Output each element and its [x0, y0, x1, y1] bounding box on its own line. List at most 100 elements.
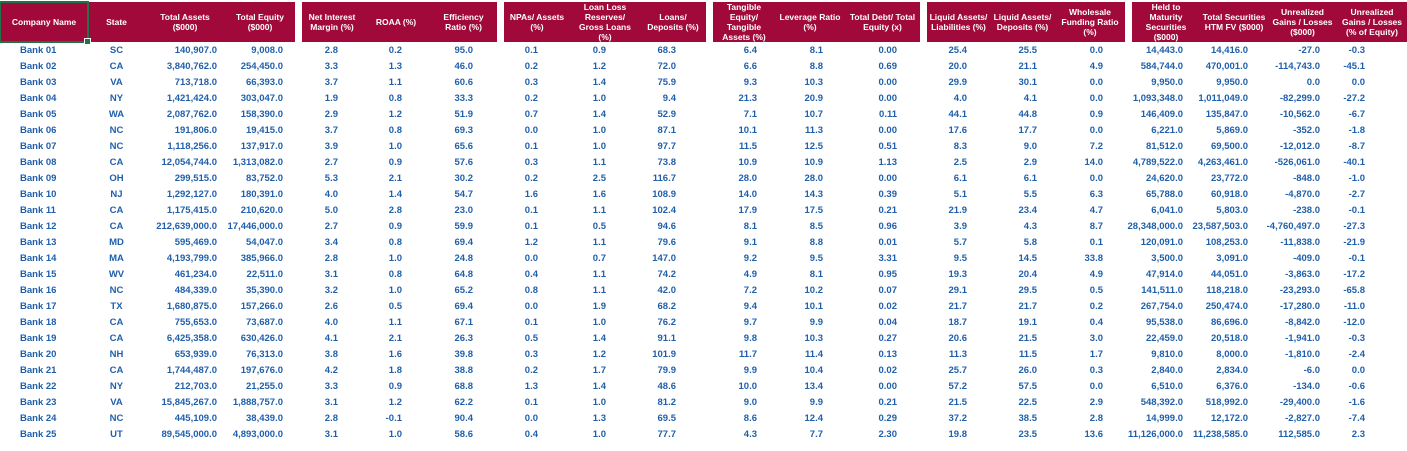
data-cell[interactable]: 108,253.0: [1205, 236, 1248, 248]
data-cell[interactable]: 95,538.0: [1146, 316, 1183, 328]
company-name-cell[interactable]: Bank 10: [20, 188, 57, 200]
data-cell[interactable]: 20.6: [948, 332, 968, 344]
data-cell[interactable]: 197,676.0: [240, 364, 283, 376]
data-cell[interactable]: 0.39: [878, 188, 898, 200]
data-cell[interactable]: SC: [109, 44, 124, 56]
data-cell[interactable]: 2.8: [1089, 412, 1103, 424]
data-cell[interactable]: 1.6: [592, 188, 606, 200]
data-cell[interactable]: 28.0: [804, 172, 824, 184]
company-name-cell[interactable]: Bank 06: [20, 124, 57, 136]
data-cell[interactable]: 0.7: [592, 252, 606, 264]
data-cell[interactable]: 9.5: [953, 252, 967, 264]
data-cell[interactable]: 21.7: [1018, 300, 1038, 312]
data-cell[interactable]: 120,091.0: [1140, 236, 1183, 248]
data-cell[interactable]: 0.5: [524, 332, 538, 344]
data-cell[interactable]: -1,941.0: [1285, 332, 1320, 344]
data-cell[interactable]: 17.5: [804, 204, 824, 216]
data-cell[interactable]: 9.5: [809, 252, 823, 264]
data-cell[interactable]: -848.0: [1293, 172, 1320, 184]
data-cell[interactable]: 595,469.0: [174, 236, 217, 248]
data-cell[interactable]: 445,109.0: [174, 412, 217, 424]
data-cell[interactable]: -12,012.0: [1279, 140, 1320, 152]
data-cell[interactable]: 81,512.0: [1146, 140, 1183, 152]
column-header[interactable]: Tangible Equity/ Tangible Assets (%): [713, 2, 775, 42]
data-cell[interactable]: 1.1: [592, 236, 606, 248]
data-cell[interactable]: OH: [109, 172, 124, 184]
data-cell[interactable]: 10.7: [804, 108, 824, 120]
data-cell[interactable]: 1.0: [388, 252, 402, 264]
column-header[interactable]: Held to Maturity Securities ($000): [1132, 2, 1200, 42]
data-cell[interactable]: 102.4: [652, 204, 676, 216]
column-header[interactable]: Net Interest Margin (%): [302, 2, 362, 42]
data-cell[interactable]: 0.02: [878, 300, 898, 312]
data-cell[interactable]: 0.51: [878, 140, 898, 152]
data-cell[interactable]: 11.5: [739, 140, 757, 152]
data-cell[interactable]: -2.4: [1348, 348, 1365, 360]
data-cell[interactable]: 0.1: [524, 316, 538, 328]
data-cell[interactable]: CA: [109, 156, 124, 168]
data-cell[interactable]: 1.8: [388, 364, 402, 376]
data-cell[interactable]: 0.7: [524, 108, 538, 120]
data-cell[interactable]: -1.6: [1348, 396, 1365, 408]
data-cell[interactable]: 1.13: [878, 156, 898, 168]
data-cell[interactable]: 14,999.0: [1146, 412, 1183, 424]
data-cell[interactable]: 66,393.0: [246, 76, 283, 88]
column-header[interactable]: Leverage Ratio (%): [775, 2, 845, 42]
data-cell[interactable]: 97.7: [657, 140, 677, 152]
data-cell[interactable]: CA: [109, 332, 124, 344]
data-cell[interactable]: 146,409.0: [1140, 108, 1183, 120]
data-cell[interactable]: 11,238,585.0: [1193, 428, 1248, 440]
data-cell[interactable]: CA: [109, 60, 124, 72]
data-cell[interactable]: 8.1: [809, 44, 823, 56]
data-cell[interactable]: 19,415.0: [246, 124, 283, 136]
data-cell[interactable]: 59.9: [454, 220, 474, 232]
data-cell[interactable]: 6,425,358.0: [166, 332, 217, 344]
data-cell[interactable]: WV: [108, 268, 125, 280]
data-cell[interactable]: 0.27: [878, 332, 898, 344]
data-cell[interactable]: 87.1: [657, 124, 677, 136]
data-cell[interactable]: 4,789,522.0: [1132, 156, 1183, 168]
data-cell[interactable]: 0.00: [878, 92, 898, 104]
data-cell[interactable]: 6.3: [1089, 188, 1103, 200]
data-cell[interactable]: -1.0: [1348, 172, 1365, 184]
data-cell[interactable]: 20.0: [948, 60, 968, 72]
data-cell[interactable]: 0.9: [388, 156, 402, 168]
data-cell[interactable]: 140,907.0: [174, 44, 217, 56]
company-name-cell[interactable]: Bank 02: [20, 60, 57, 72]
data-cell[interactable]: 5.0: [324, 204, 338, 216]
data-cell[interactable]: 0.0: [524, 124, 538, 136]
data-cell[interactable]: 2.8: [324, 412, 338, 424]
data-cell[interactable]: 44.1: [948, 108, 968, 120]
data-cell[interactable]: -12.0: [1343, 316, 1365, 328]
data-cell[interactable]: -8,842.0: [1285, 316, 1320, 328]
data-cell[interactable]: 1.1: [592, 268, 606, 280]
data-cell[interactable]: 9.7: [743, 316, 757, 328]
data-cell[interactable]: 23.4: [1018, 204, 1038, 216]
data-cell[interactable]: 2,840.0: [1151, 364, 1183, 376]
data-cell[interactable]: 17.9: [738, 204, 758, 216]
data-cell[interactable]: 11.3: [805, 124, 823, 136]
data-cell[interactable]: 3.0: [1089, 332, 1103, 344]
data-cell[interactable]: 8.1: [809, 268, 823, 280]
company-name-cell[interactable]: Bank 17: [20, 300, 57, 312]
data-cell[interactable]: 39.8: [454, 348, 474, 360]
data-cell[interactable]: 33.8: [1084, 252, 1104, 264]
data-cell[interactable]: 3.7: [324, 124, 338, 136]
data-cell[interactable]: 518,992.0: [1205, 396, 1248, 408]
data-cell[interactable]: 6,221.0: [1151, 124, 1183, 136]
data-cell[interactable]: 0.69: [878, 60, 898, 72]
data-cell[interactable]: 9.8: [743, 332, 757, 344]
data-cell[interactable]: -11,838.0: [1280, 236, 1320, 248]
data-cell[interactable]: 116.7: [652, 172, 676, 184]
data-cell[interactable]: 8.1: [743, 220, 757, 232]
data-cell[interactable]: -29,400.0: [1279, 396, 1320, 408]
data-cell[interactable]: 91.1: [657, 332, 677, 344]
data-cell[interactable]: 9,810.0: [1151, 348, 1183, 360]
data-cell[interactable]: -0.6: [1348, 380, 1365, 392]
data-cell[interactable]: 29.5: [1018, 284, 1038, 296]
data-cell[interactable]: 299,515.0: [174, 172, 217, 184]
data-cell[interactable]: 0.0: [1351, 76, 1365, 88]
data-cell[interactable]: 21.1: [1018, 60, 1038, 72]
data-cell[interactable]: 250,474.0: [1205, 300, 1248, 312]
data-cell[interactable]: 15,845,267.0: [161, 396, 217, 408]
